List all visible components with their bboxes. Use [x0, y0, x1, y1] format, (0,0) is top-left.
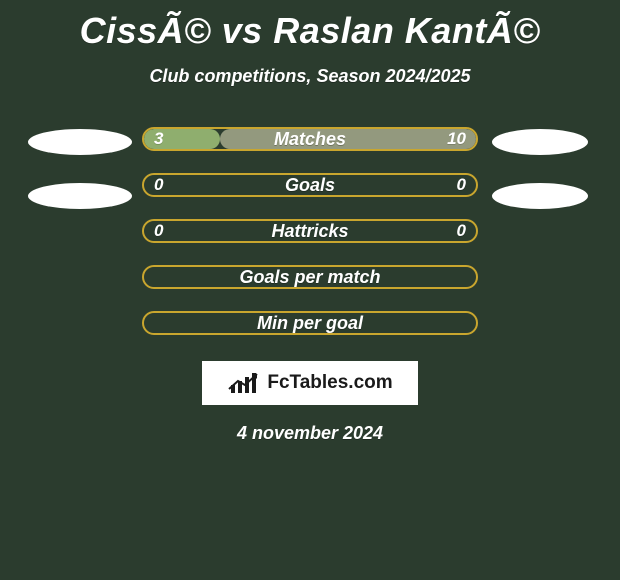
stats-area: 3 10 Matches 0 0 Goals 0 0 Hattricks Goals per ma…	[0, 127, 620, 335]
stat-value-left: 0	[154, 221, 163, 241]
stat-row: Goals per match	[142, 265, 478, 289]
stat-value-left: 3	[154, 129, 163, 149]
stats-bars: 3 10 Matches 0 0 Goals 0 0 Hattricks Goals per ma…	[140, 127, 480, 335]
chart-icon	[227, 371, 261, 395]
stat-value-right: 10	[447, 129, 466, 149]
date-label: 4 november 2024	[237, 423, 383, 444]
subtitle: Club competitions, Season 2024/2025	[149, 66, 470, 87]
avatar-col-left	[20, 127, 140, 209]
stat-value-left: 0	[154, 175, 163, 195]
stat-row: Min per goal	[142, 311, 478, 335]
stat-value-right: 0	[457, 221, 466, 241]
stat-label: Goals	[285, 175, 335, 196]
stat-row: 0 0 Goals	[142, 173, 478, 197]
stat-row: 3 10 Matches	[142, 127, 478, 151]
player-avatar	[492, 183, 588, 209]
site-logo: FcTables.com	[202, 361, 418, 405]
avatar-col-right	[480, 127, 600, 209]
stat-label: Goals per match	[239, 267, 380, 288]
player-avatar	[28, 183, 132, 209]
player-avatar	[492, 129, 588, 155]
stat-row: 0 0 Hattricks	[142, 219, 478, 243]
player-avatar	[28, 129, 132, 155]
stat-label: Min per goal	[257, 313, 363, 334]
stat-label: Matches	[274, 129, 346, 150]
page-title: CissÃ© vs Raslan KantÃ©	[80, 10, 541, 52]
stat-label: Hattricks	[271, 221, 348, 242]
site-logo-text: FcTables.com	[267, 372, 392, 394]
stat-fill-right	[220, 129, 476, 149]
stat-value-right: 0	[457, 175, 466, 195]
